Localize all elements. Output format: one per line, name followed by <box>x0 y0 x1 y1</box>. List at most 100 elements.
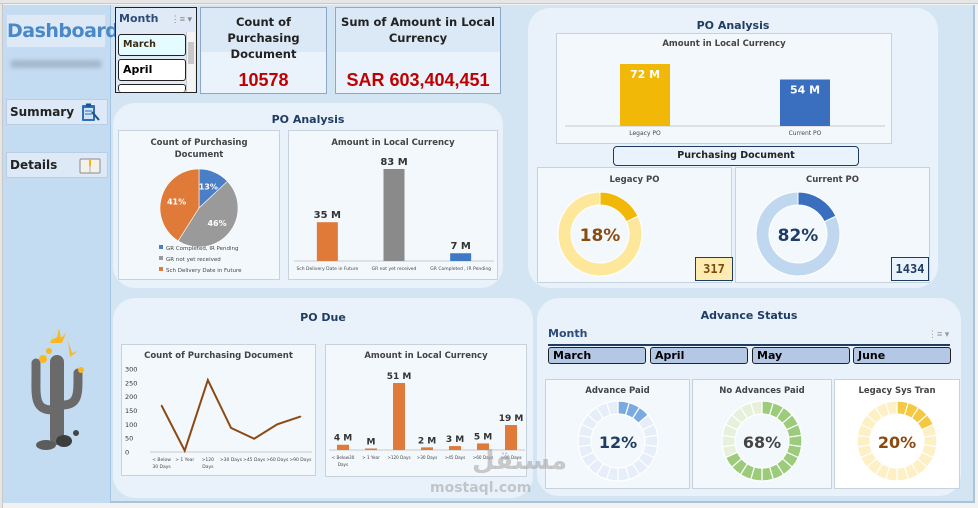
bar <box>383 169 405 261</box>
panel-title: PO Due <box>300 311 346 324</box>
watermark-latin: mostaql.com <box>430 480 532 496</box>
line-point <box>160 404 163 407</box>
x-tick-label: > 1 Year <box>175 457 194 463</box>
clipboard-icon <box>82 103 100 121</box>
month-slicer-scrollbar[interactable] <box>186 32 195 92</box>
pie-chart-card: Count of Purchasing Document 13% 46% 41% GR… <box>118 130 280 280</box>
advance-month-may[interactable]: May <box>752 347 850 364</box>
donut-center-label: 82% <box>778 226 819 246</box>
advance-month-march[interactable]: March <box>548 347 646 364</box>
legend-swatch <box>159 267 163 271</box>
x-tick-label: >30 Days <box>417 455 438 460</box>
donut-segment-rest <box>557 191 643 277</box>
pie-slice-label: 13% <box>199 183 218 192</box>
ring-segment <box>884 400 898 416</box>
bar <box>365 448 377 450</box>
bar <box>780 79 830 126</box>
advance-slicer-filter-icons[interactable]: ⋮≡ ▾ <box>928 329 950 339</box>
x-tick-label: >60 Days <box>266 457 289 463</box>
donut-segment-value <box>797 191 837 223</box>
chart-title: Count of Purchasing Document <box>150 138 248 160</box>
slicer-divider <box>548 344 950 346</box>
kpi-title: Sum of Amount in Local Currency <box>336 8 500 52</box>
chart-title: Amount in Local Currency <box>364 351 488 361</box>
y-tick-label: 150 <box>125 407 137 415</box>
bar-data-label: 3 M <box>446 435 464 445</box>
month-slicer-item-partial[interactable] <box>118 84 186 92</box>
x-tick-label: GR Completed , IR Pending <box>430 266 491 272</box>
month-slicer-item-april[interactable]: April <box>118 59 186 81</box>
kpi-sum-amount: Sum of Amount in Local Currency SAR 603,… <box>335 7 501 94</box>
kpi-count-purchasing-document: Count of Purchasing Document 10578 <box>200 7 327 94</box>
bar-chart: 72 M Legacy PO 54 M Current PO <box>565 64 885 137</box>
donut-chart: 18% <box>557 191 643 277</box>
y-tick-label: 50 <box>125 435 133 443</box>
legend-swatch <box>159 245 163 249</box>
x-tick-label: >60 Days <box>473 455 494 460</box>
kpi-value: SAR 603,404,451 <box>346 70 490 90</box>
x-tick-label: Current PO <box>789 130 822 137</box>
blurred-subtitle <box>10 60 102 68</box>
pie-slice <box>159 168 200 242</box>
advance-month-june[interactable]: June <box>853 347 951 364</box>
bar-data-label: 72 M <box>630 68 660 81</box>
ring-segment <box>749 400 763 416</box>
x-tick-label: GR not yet received <box>372 266 417 272</box>
segmented-ring-chart: 20% <box>856 400 938 482</box>
line-chart-card: Count of Purchasing Document 300 250 200 15… <box>121 344 316 476</box>
watermark-arabic: مستقل <box>472 446 568 476</box>
bar <box>393 383 405 450</box>
advance-month-slicer-header: Month <box>548 327 588 340</box>
pie-slice-label: 41% <box>167 197 186 206</box>
kpi-title: Count of Purchasing Document <box>201 8 326 61</box>
x-tick-label: >45 Days <box>243 457 266 463</box>
nav-summary-button[interactable]: Summary <box>6 99 108 125</box>
dashboard-title: Dashboard <box>6 14 119 48</box>
slicer-filter-icons[interactable]: ⋮≡ ▾ <box>170 14 192 24</box>
scrollbar-thumb[interactable] <box>188 42 194 64</box>
line-chart: 300 250 200 150 100 50 0 < Below30 Days > 1 Year… <box>125 366 312 471</box>
ring-center-label: 68% <box>743 433 781 452</box>
chart-title: Amount in Local Currency <box>662 39 786 49</box>
x-tick-label: < Below <box>152 457 171 463</box>
line-point <box>299 415 302 418</box>
donut-segment-rest <box>755 191 841 277</box>
bar-chart-card: Amount in Local Currency 35 M Sch Deliver… <box>288 130 498 280</box>
bar-data-label: 51 M <box>387 372 412 382</box>
x-tick-label: Days <box>202 464 214 470</box>
month-slicer-item-march[interactable]: March <box>118 34 186 56</box>
kpi-value: 10578 <box>238 70 289 90</box>
bar-data-label: 35 M <box>314 210 341 221</box>
bar-data-label: 7 M <box>450 241 470 252</box>
nav-details-button[interactable]: Details <box>6 152 108 178</box>
bar-data-label: 4 M <box>334 434 352 444</box>
x-tick-label: >90 Days <box>289 457 312 463</box>
donut-segment-value <box>599 191 639 223</box>
current-po-donut-card: Current PO 82% 1434 <box>735 167 930 283</box>
advance-month-april[interactable]: April <box>650 347 748 364</box>
bar-data-label: 19 M <box>499 414 524 424</box>
bar <box>505 425 517 450</box>
advance-paid-card: Advance Paid 12% <box>545 379 690 489</box>
bar-chart: 4 M < Below30 Days M > 1 Year 51 M >120 Days 2 … <box>329 372 525 467</box>
bar <box>449 446 461 450</box>
y-tick-label: 0 <box>125 449 129 457</box>
bar <box>421 447 433 450</box>
current-po-count: 1434 <box>891 257 929 281</box>
legacy-current-bar-card: Amount in Local Currency 72 M Legacy PO 54… <box>556 33 892 144</box>
ring-segment <box>605 400 619 416</box>
line-point <box>183 449 186 452</box>
bar <box>477 443 489 450</box>
line-point <box>207 379 209 381</box>
cactus-illustration <box>31 328 84 450</box>
legacy-po-count: 317 <box>695 257 733 281</box>
nav-details-label: Details <box>10 158 58 172</box>
chart-title: Count of Purchasing Document <box>144 351 293 361</box>
y-tick-label: 100 <box>125 421 137 429</box>
pie-chart: 13% 46% 41% GR Completed, IR Pending GR not … <box>159 168 242 274</box>
legend-label: GR Completed, IR Pending <box>166 246 239 252</box>
x-tick-label: Legacy PO <box>629 130 661 137</box>
pie-slice <box>177 180 239 248</box>
x-tick-label: > 1 Year <box>362 455 380 460</box>
bar-chart: 35 M Sch Delivery Date in Future 83 M GR no… <box>294 157 494 272</box>
